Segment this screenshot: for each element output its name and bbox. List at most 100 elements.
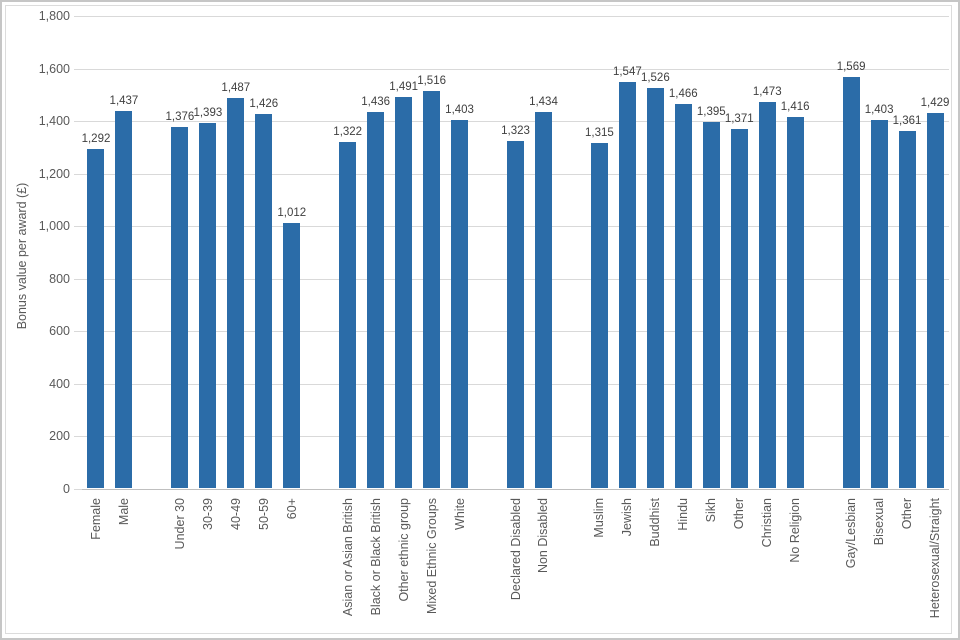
y-tick-label: 400: [49, 376, 70, 391]
x-category-label-text: Asian or Asian British: [340, 498, 355, 617]
x-category-label: Gay/Lesbian: [843, 498, 859, 573]
y-tick-mark: [74, 68, 82, 70]
y-axis-title-text: Bonus value per award (£): [15, 182, 29, 330]
bar: [758, 101, 776, 488]
bar-value-label: 1,473: [752, 85, 782, 98]
x-category-label: Female: [88, 498, 104, 545]
x-category-label-text: Other ethnic group: [396, 498, 411, 602]
bar-value-label: 1,516: [417, 74, 446, 87]
x-category-label: Other: [899, 498, 915, 534]
x-category-label: Sikh: [703, 498, 719, 527]
x-category-label-text: Sikh: [704, 498, 719, 523]
y-tick-mark: [74, 331, 82, 333]
chart-frame: Bonus value per award (£) 0 200 400 600 800 1…: [5, 5, 952, 634]
x-category-label-text: Hindu: [676, 498, 691, 531]
bar-value-label: 1,403: [864, 104, 894, 117]
y-tick-mark: [74, 16, 82, 17]
bar: [87, 149, 105, 488]
bar: [507, 141, 524, 488]
bar-value-label: 1,292: [81, 133, 111, 146]
x-category-label-text: 50-59: [256, 498, 271, 530]
bar-value-label: 1,437: [109, 95, 139, 108]
y-tick-mark: [74, 489, 82, 490]
bar: [199, 122, 217, 488]
bar-value-label: 1,323: [501, 125, 530, 138]
bar: [227, 98, 245, 488]
x-category-label-text: Gay/Lesbian: [844, 498, 859, 569]
x-category-label-text: Muslim: [592, 498, 607, 538]
bar: [395, 97, 413, 488]
bar-value-label: 1,526: [640, 72, 670, 84]
bar-value-label: 1,436: [361, 95, 391, 108]
x-category-label-text: Male: [116, 498, 131, 526]
x-category-label: Under 30: [172, 498, 188, 554]
x-category-label: Hindu: [675, 498, 691, 536]
bar-value-label: 1,547: [612, 66, 642, 79]
x-category-label: Bisexual: [871, 498, 887, 550]
y-tick-mark: [74, 226, 82, 228]
bar-value-label: 1,376: [165, 111, 195, 124]
y-tick-mark: [74, 121, 82, 123]
x-category-label-text: Black or Black British: [368, 498, 383, 616]
bar: [730, 128, 748, 488]
x-category-label: 50-59: [256, 498, 272, 535]
bar: [339, 141, 357, 488]
x-category-label-text: Bisexual: [872, 498, 887, 546]
bar: [423, 90, 441, 488]
x-category-label: Male: [116, 498, 132, 530]
x-category-label: Declared Disabled: [508, 498, 524, 605]
bar: [534, 112, 552, 488]
x-category-label: Muslim: [591, 498, 607, 543]
x-category-label: Non Disabled: [535, 498, 551, 578]
x-category-label-text: Christian: [760, 498, 775, 548]
bar: [842, 76, 860, 488]
bar-value-label: 1,569: [836, 60, 866, 73]
x-category-label-text: Jewish: [620, 498, 635, 537]
bar-value-label: 1,315: [585, 127, 614, 140]
x-category-label-text: 40-49: [228, 498, 243, 530]
y-tick-mark: [74, 173, 82, 175]
bar-value-label: 1,491: [389, 81, 419, 94]
x-category-label: Other: [731, 498, 747, 534]
x-category-label: 30-39: [200, 498, 216, 535]
bar: [898, 131, 916, 488]
bar: [590, 143, 608, 488]
bar: [367, 111, 385, 488]
x-category-label-text: Declared Disabled: [508, 498, 523, 601]
bar-value-label: 1,371: [724, 112, 754, 125]
y-tick-label: 0: [63, 482, 70, 496]
x-category-label: 60+: [284, 498, 300, 524]
x-category-label-text: No Religion: [788, 498, 803, 563]
bar-value-label: 1,416: [780, 100, 810, 113]
gridline: [82, 68, 949, 70]
x-category-label: White: [452, 498, 468, 535]
x-category-label-text: Non Disabled: [536, 498, 551, 574]
x-category-label: Christian: [759, 498, 775, 552]
bar-value-label: 1,487: [221, 82, 251, 95]
x-category-label: Heterosexual/Straight: [927, 498, 943, 623]
y-tick-label: 600: [49, 324, 70, 339]
gridline: [82, 121, 949, 123]
bar: [255, 114, 273, 488]
bar: [283, 223, 301, 488]
gridline: [82, 16, 949, 17]
x-category-label-text: Buddhist: [648, 498, 663, 547]
x-category-label-text: White: [452, 498, 467, 530]
bar: [926, 113, 944, 488]
x-category-label: Mixed Ethnic Groups: [424, 498, 440, 619]
x-category-label-text: Female: [88, 498, 103, 540]
bar: [702, 122, 720, 488]
x-category-label: 40-49: [228, 498, 244, 535]
y-tick-label: 200: [49, 429, 70, 444]
bar: [451, 120, 469, 488]
bar-value-label: 1,466: [668, 87, 698, 100]
x-category-label: Black or Black British: [368, 498, 384, 620]
y-tick-label: 1,200: [38, 166, 70, 181]
bar: [870, 120, 888, 488]
x-axis-line: [82, 489, 949, 490]
bar-value-label: 1,403: [445, 104, 474, 117]
x-category-label: Other ethnic group: [396, 498, 412, 607]
x-category-label-text: Other: [732, 498, 747, 530]
y-tick-label: 1,600: [38, 61, 70, 76]
